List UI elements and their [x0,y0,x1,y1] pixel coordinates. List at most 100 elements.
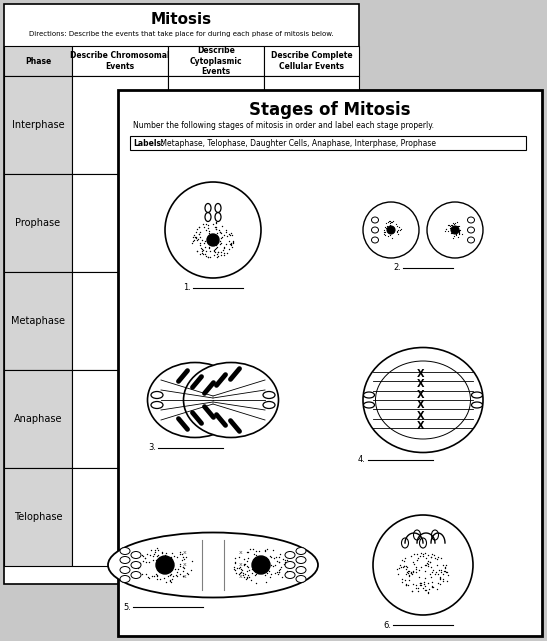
Point [194,234,202,244]
Point [261,570,270,580]
Text: 4.: 4. [358,456,366,465]
Point [435,571,444,581]
Ellipse shape [296,576,306,583]
Point [385,230,394,240]
Point [190,230,199,240]
Point [194,222,203,232]
Point [416,578,425,588]
Point [172,567,181,578]
Point [239,554,248,564]
Point [275,557,283,567]
Point [195,238,204,248]
Point [199,222,208,232]
Point [441,226,450,236]
Point [385,217,393,227]
Point [136,558,145,569]
Point [231,558,240,569]
Point [275,567,284,577]
Point [457,229,466,240]
Point [263,544,271,554]
Point [404,579,412,590]
Point [453,226,462,236]
Point [252,546,261,556]
Point [236,562,245,572]
Point [224,237,233,247]
Point [421,572,429,583]
Bar [168,272,264,370]
Point [139,551,148,561]
Point [145,573,154,583]
Point [159,572,168,583]
Point [443,226,452,236]
Point [154,560,162,570]
Text: Number the following stages of mitosis in order and label each stage properly.: Number the following stages of mitosis i… [133,122,434,131]
Point [239,572,248,583]
Point [199,249,207,260]
Point [385,217,394,227]
Point [178,562,187,572]
Point [403,562,411,572]
Point [178,549,187,559]
Point [449,233,457,243]
Point [220,243,229,253]
Point [192,227,201,237]
Point [380,230,389,240]
Point [441,567,450,577]
Point [424,561,433,571]
Point [247,574,255,585]
Point [424,584,433,594]
Point [160,564,168,574]
Text: Prophase: Prophase [15,218,61,228]
Bar [72,174,168,272]
Point [235,553,243,563]
Point [165,576,174,586]
Point [257,554,266,565]
Point [420,581,429,591]
Point [450,222,459,233]
Point [389,224,398,235]
Point [194,221,203,231]
Point [203,220,212,230]
Point [214,247,223,257]
Text: x: x [239,574,243,579]
Point [403,567,412,578]
Point [241,558,249,569]
Point [423,556,432,567]
Point [195,232,204,242]
Point [385,222,394,232]
Point [443,220,452,230]
Point [161,548,170,558]
Point [427,562,435,572]
Point [256,553,265,563]
Point [212,231,221,241]
Point [193,224,201,234]
Point [154,545,162,555]
Bar [168,370,264,468]
Point [379,227,388,237]
Point [437,567,445,577]
Point [206,238,215,248]
Point [206,252,214,262]
Point [446,225,455,235]
Point [212,249,221,259]
Point [446,223,455,233]
Point [423,550,432,560]
Point [398,577,406,587]
Circle shape [252,556,270,574]
Bar [168,468,264,566]
Bar [72,272,168,370]
Ellipse shape [285,551,295,558]
Point [141,556,150,567]
Point [245,544,254,554]
Point [379,225,388,235]
Point [381,222,390,233]
Point [403,567,411,577]
Point [426,569,434,579]
Point [220,248,229,258]
Point [251,550,260,560]
Point [394,222,403,232]
Point [168,563,177,573]
Point [166,563,174,574]
Point [441,562,450,572]
Point [254,546,263,556]
